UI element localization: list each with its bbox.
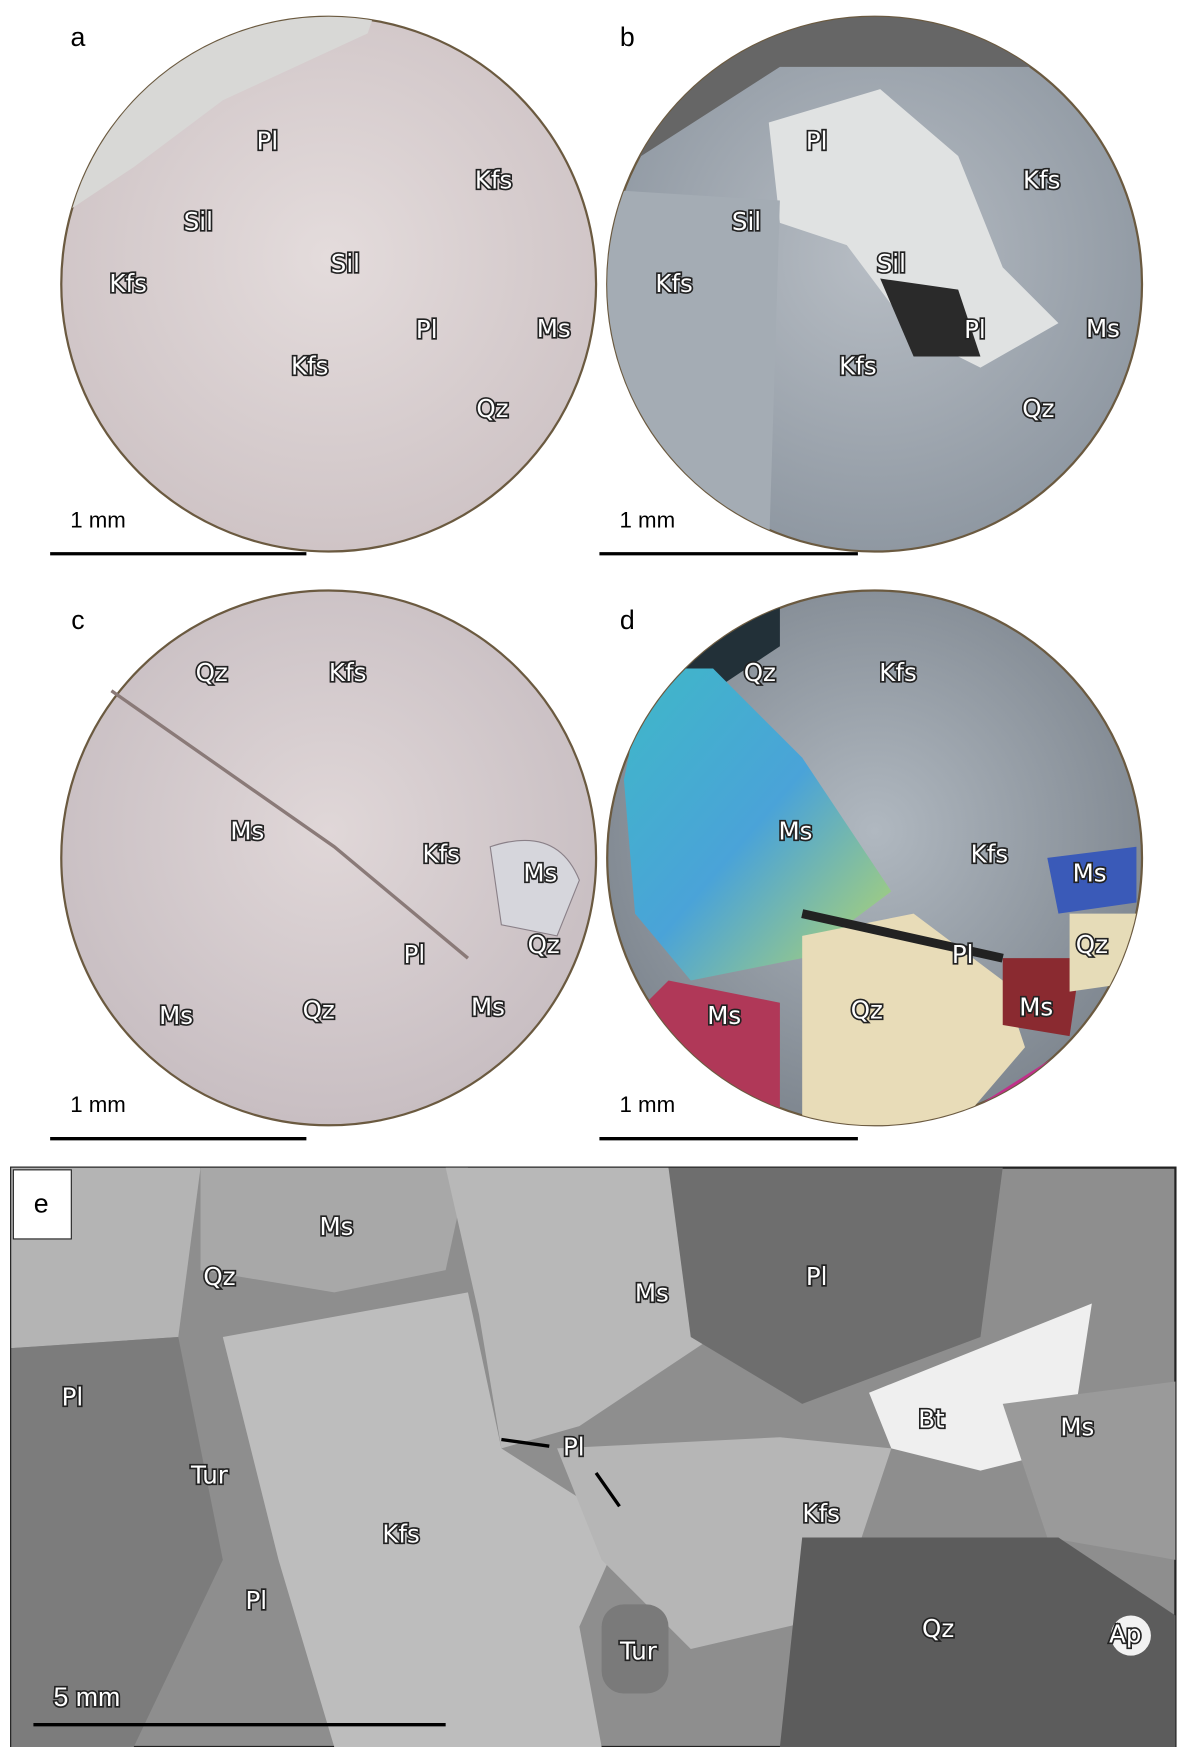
- mineral-label: Bt: [918, 1405, 945, 1434]
- mineral-label: Kfs: [655, 269, 692, 298]
- mineral-label: Kfs: [839, 352, 876, 381]
- mineral-label: Ms: [523, 859, 557, 888]
- scale-bar-label: 1 mm: [70, 1092, 126, 1117]
- mineral-label: Ms: [230, 816, 264, 845]
- mineral-label: Pl: [563, 1432, 585, 1461]
- scale-bar-label: 1 mm: [619, 507, 675, 532]
- panel-label: e: [34, 1189, 49, 1219]
- mineral-label: Ms: [779, 816, 813, 845]
- mineral-label: Pl: [62, 1382, 84, 1411]
- mineral-label: Ms: [1060, 1412, 1094, 1441]
- mineral-label: Qz: [1076, 930, 1108, 959]
- mineral-label: Ms: [320, 1212, 354, 1241]
- scale-bar-label: 1 mm: [619, 1092, 675, 1117]
- mineral-label: Ms: [1019, 992, 1053, 1021]
- scale-bar-label: 5 mm: [53, 1682, 120, 1712]
- figure: a Pl Kfs Sil Sil Kfs Pl Ms Kfs Qz 1 mm b Pl Kfs Sil Sil…: [0, 0, 1181, 1747]
- mineral-label: Qz: [196, 658, 228, 687]
- mineral-label: Pl: [245, 1586, 267, 1615]
- mineral-label: Ms: [707, 1001, 741, 1030]
- mineral-label: Sil: [184, 207, 213, 236]
- mineral-label: Ms: [471, 992, 505, 1021]
- mineral-label: Tur: [190, 1460, 229, 1489]
- mineral-label: Kfs: [802, 1499, 839, 1528]
- mineral-label: Qz: [203, 1262, 235, 1291]
- mineral-label: Tur: [619, 1636, 658, 1665]
- page: a Pl Kfs Sil Sil Kfs Pl Ms Kfs Qz 1 mm b Pl Kfs Sil Sil…: [0, 0, 1181, 1747]
- mineral-label: Ap: [1109, 1620, 1141, 1649]
- mineral-label: Pl: [806, 127, 828, 156]
- mineral-label: Sil: [877, 249, 906, 278]
- mineral-label: Qz: [476, 394, 508, 423]
- mineral-label: Pl: [964, 315, 986, 344]
- micrograph-e: [11, 1168, 1175, 1747]
- panel-label: b: [620, 22, 635, 52]
- mineral-label: Kfs: [422, 840, 459, 869]
- mineral-label: Kfs: [879, 658, 916, 687]
- mineral-label: Qz: [922, 1614, 954, 1643]
- mineral-label: Qz: [303, 996, 335, 1025]
- mineral-label: Ms: [635, 1279, 669, 1308]
- mineral-label: Qz: [744, 658, 776, 687]
- mineral-label: Ms: [1086, 314, 1120, 343]
- mineral-label: Kfs: [971, 840, 1008, 869]
- mineral-label: Kfs: [109, 269, 146, 298]
- mineral-label: Sil: [331, 249, 360, 278]
- mineral-label: Ms: [1073, 859, 1107, 888]
- mineral-label: Kfs: [329, 658, 366, 687]
- mineral-label: Ms: [537, 314, 571, 343]
- mineral-label: Kfs: [475, 166, 512, 195]
- mineral-label: Kfs: [291, 352, 328, 381]
- mineral-label: Pl: [952, 940, 974, 969]
- mineral-label: Sil: [732, 207, 761, 236]
- micrograph-d: [602, 579, 1148, 1125]
- mineral-label: Qz: [528, 930, 560, 959]
- scale-bar-label: 1 mm: [70, 507, 126, 532]
- panel-label: a: [71, 22, 86, 52]
- mineral-label: Ms: [159, 1001, 193, 1030]
- mineral-label: Pl: [416, 315, 438, 344]
- mineral-label: Pl: [257, 127, 279, 156]
- mineral-label: Qz: [1022, 394, 1054, 423]
- panel-label: d: [620, 605, 635, 635]
- mineral-label: Pl: [404, 940, 426, 969]
- mineral-label: Kfs: [1023, 166, 1060, 195]
- panel-label: c: [71, 605, 84, 635]
- mineral-label: Kfs: [382, 1519, 419, 1548]
- mineral-label: Pl: [806, 1262, 828, 1291]
- mineral-label: Qz: [851, 996, 883, 1025]
